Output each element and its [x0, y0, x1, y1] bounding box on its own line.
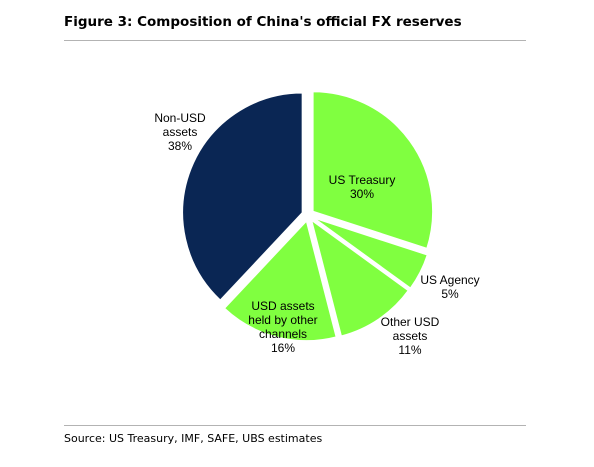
slice-label-line: held by other — [248, 313, 317, 327]
slice-label-line: USD assets — [251, 299, 314, 313]
slice-label: USD assets held by other channels 16% — [248, 299, 317, 355]
pie-slice — [312, 90, 434, 250]
source-note: Source: US Treasury, IMF, SAFE, UBS esti… — [64, 432, 323, 445]
slice-label: Non-USD assets 38% — [154, 111, 206, 153]
pie-slice — [181, 92, 304, 302]
slice-label-line: US Treasury — [329, 173, 396, 187]
slice-label: Other USD assets 11% — [381, 315, 440, 357]
footer-divider — [64, 425, 526, 426]
slice-label-line: Other USD — [381, 315, 440, 329]
slice-label-line: US Agency — [420, 273, 479, 287]
slice-label-line: channels — [259, 327, 307, 341]
title-divider — [64, 40, 526, 41]
pie-slice — [223, 219, 338, 342]
slice-label-line: 38% — [168, 139, 192, 153]
slice-label-line: assets — [393, 329, 428, 343]
slice-label-line: 16% — [271, 341, 295, 355]
slice-label-line: 30% — [350, 187, 374, 201]
slice-label: US Agency 5% — [420, 273, 479, 301]
slice-label: US Treasury 30% — [329, 173, 396, 201]
chart-title: Figure 3: Composition of China's officia… — [64, 14, 462, 30]
slice-label-line: assets — [163, 125, 198, 139]
slice-label-line: 11% — [398, 343, 421, 357]
pie-slice — [312, 217, 429, 290]
slice-label-line: Non-USD — [154, 111, 206, 125]
slice-label-line: 5% — [441, 287, 459, 301]
pie-slice — [310, 218, 410, 338]
